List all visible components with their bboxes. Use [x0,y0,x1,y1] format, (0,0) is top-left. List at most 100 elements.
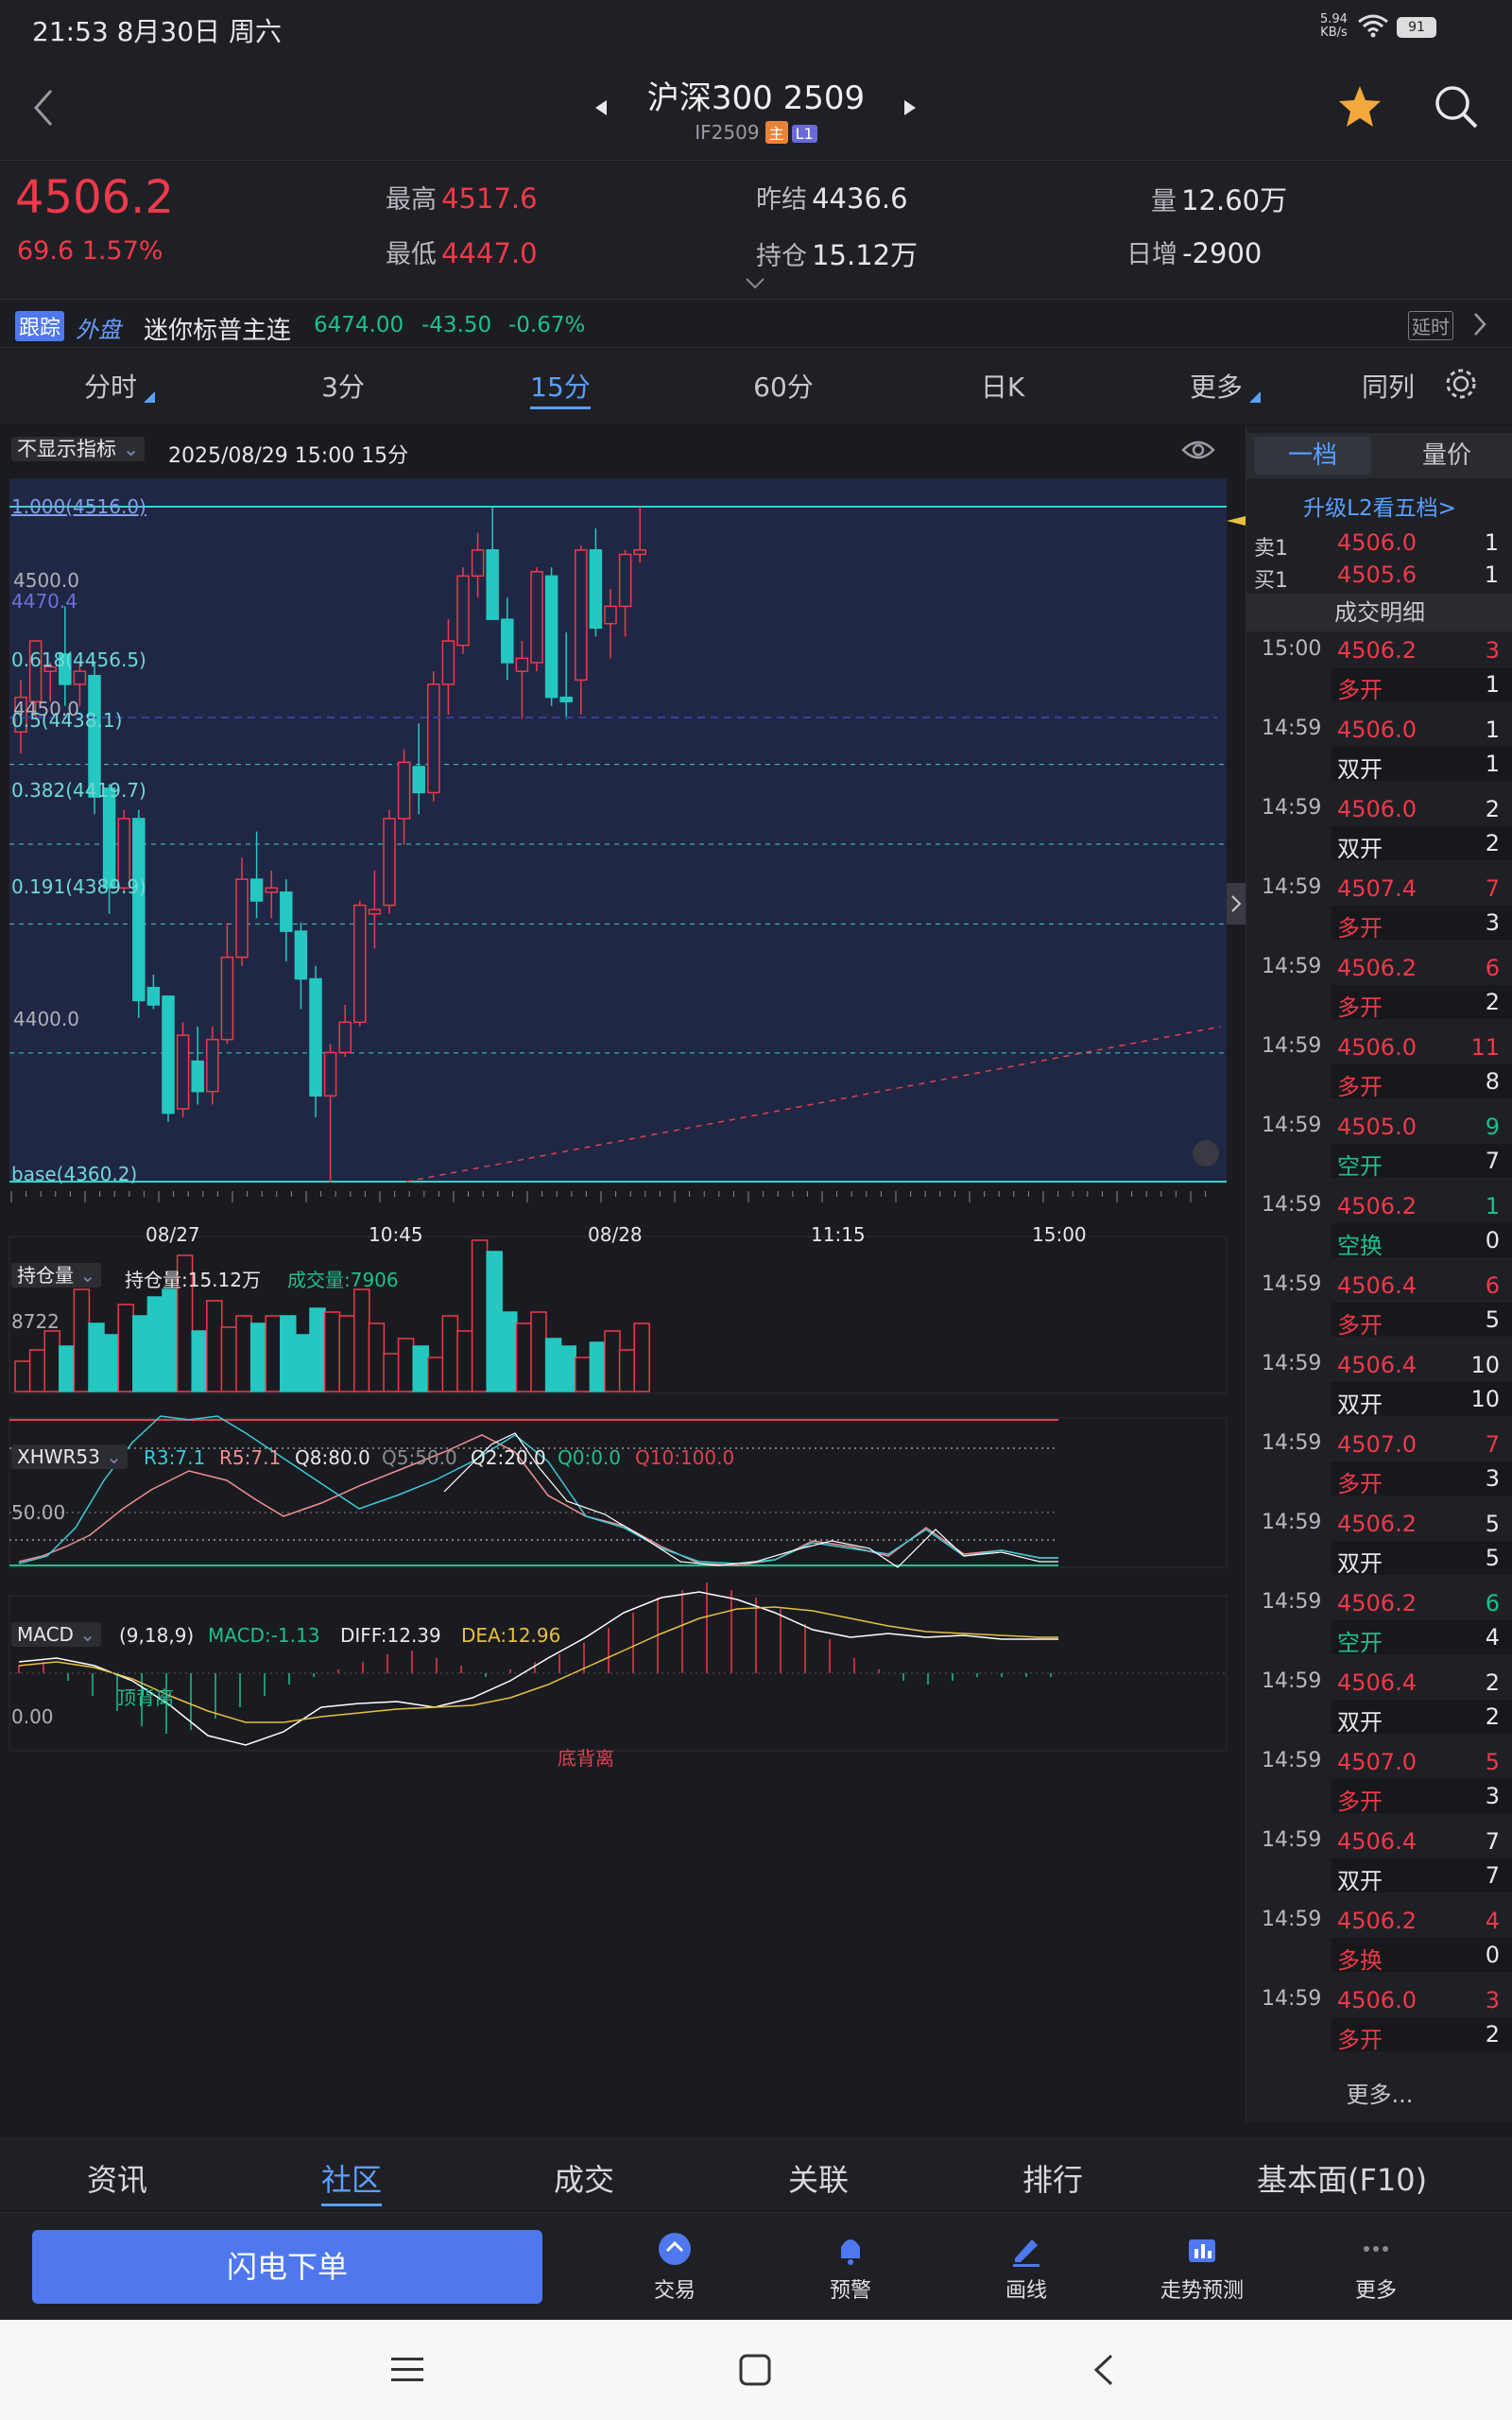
y-label-4500: 4500.0 [13,569,79,592]
more-button[interactable]: 更多 [1319,2230,1433,2304]
candle-body [368,908,382,915]
volume-bar [383,1353,400,1392]
tab-fundamentals[interactable]: 基本面(F10) [1257,2162,1428,2198]
xhwr-indicator-select[interactable]: XHWR53 ⌄ [11,1444,128,1469]
tab-3min[interactable]: 3分 [321,372,365,403]
trade-time: 14:59 [1262,1749,1322,1772]
tab-deals[interactable]: 成交 [554,2162,615,2198]
xhwr-q0: Q0:0.0 [558,1446,622,1469]
trade-price: 4506.0 [1337,1987,1417,2014]
candlestick [265,870,278,919]
xhwr-q2: Q2:20.0 [471,1446,546,1469]
candlestick [323,1044,337,1183]
draw-line-button[interactable]: 画线 [970,2230,1083,2304]
candle-body [456,575,470,647]
candle-body [353,904,367,1024]
trade-time: 14:59 [1262,1352,1322,1375]
tab-daily[interactable]: 日K [980,372,1025,403]
macd-indicator-select[interactable]: MACD ⌄ [11,1622,102,1647]
volume-bar [176,1254,194,1392]
eye-icon[interactable] [1181,439,1215,461]
candle-body [338,1021,352,1054]
next-contract-icon[interactable] [902,98,918,117]
prev-settle-label: 昨结 [756,185,807,215]
trade-volume: 6 [1485,955,1500,981]
contract-code: IF2509 主 L1 [0,121,1512,144]
trade-type-volume: 2 [1485,830,1500,856]
trade-type: 多开 [1337,1471,1383,1497]
volume-indicator-select[interactable]: 持仓量 ⌄ [11,1263,102,1288]
main-contract-badge: 主 [765,121,788,144]
tab-volume-price[interactable]: 量价 [1421,441,1471,470]
candlestick [544,567,558,706]
price-change: 69.6 1.57% [17,236,163,266]
upgrade-l2-link[interactable]: 升级L2看五档> [1303,496,1456,521]
trade-type-volume: 3 [1485,1465,1500,1492]
volume-bar [338,1315,355,1392]
indicator-select[interactable]: 不显示指标 ⌄ [11,437,146,461]
xhwr-r3: R3:7.1 [144,1446,206,1469]
forecast-button[interactable]: 走势预测 [1145,2230,1259,2304]
candlestick [353,901,367,1027]
tab-news[interactable]: 资讯 [87,2162,148,2198]
candle-body [59,653,72,685]
candlestick [191,1026,204,1105]
trade-type-volume: 0 [1485,1227,1500,1253]
flash-order-button[interactable]: 闪电下单 [32,2230,542,2304]
tab-15min[interactable]: 15分 [508,367,612,409]
candle-body [589,549,603,630]
search-icon[interactable] [1433,83,1480,130]
trade-type: 多开 [1337,1074,1383,1100]
volume-bar [43,1330,60,1392]
tab-fenshi[interactable]: 分时 [59,367,163,405]
volume-bar [191,1330,208,1392]
settings-gear-icon[interactable] [1444,367,1478,401]
alert-button[interactable]: 预警 [794,2230,907,2304]
trade-button[interactable]: 交易 [618,2230,731,2304]
xhwr-star-line [443,1432,1058,1568]
prev-contract-icon[interactable] [593,98,609,117]
tab-community[interactable]: 社区 [321,2156,383,2206]
trade-row-band [1332,1858,1512,1893]
chevron-right-icon [1474,313,1486,336]
candle-body [235,878,249,959]
expand-chevron-icon[interactable] [745,277,765,290]
tab-more[interactable]: 更多 [1164,367,1268,405]
trade-row: 14:59 4506.2 4 多换 0 [1246,1902,1512,1981]
tab-ranking[interactable]: 排行 [1022,2162,1084,2198]
candlestick [559,631,573,719]
more-trades-link[interactable]: 更多... [1346,2082,1414,2108]
trade-price: 4506.4 [1337,1828,1417,1855]
fullscreen-icon[interactable] [1193,1140,1219,1167]
tab-related[interactable]: 关联 [788,2162,850,2198]
favorite-star-icon[interactable] [1336,83,1383,130]
tab-level1[interactable]: 一档 [1254,437,1371,475]
tab-same-list[interactable]: 同列 [1361,372,1415,403]
trade-price: 4506.2 [1337,1908,1417,1934]
trade-row: 14:59 4506.4 6 多开 5 [1246,1267,1512,1346]
tab-60min[interactable]: 60分 [753,372,814,403]
candle-body [88,674,101,798]
high-label: 最高 [386,185,437,215]
volume-bar [427,1357,444,1392]
trade-row-band [1332,906,1512,940]
back-icon[interactable] [28,87,57,129]
home-icon[interactable] [739,2354,771,2386]
trade-row-band [1332,1303,1512,1337]
trade-row-band [1332,1700,1512,1734]
menu-icon[interactable] [391,2356,423,2384]
candle-body [471,549,485,578]
candlestick [102,784,116,914]
collapse-panel-handle[interactable] [1227,883,1246,925]
back-nav-icon[interactable] [1092,2354,1115,2386]
trade-type: 多换 [1337,1947,1383,1974]
trade-row-band [1332,747,1512,781]
trade-type: 空换 [1337,1233,1383,1259]
volume-bar [59,1345,76,1392]
volume-bar [220,1326,238,1392]
low-value: 4447.0 [441,237,538,269]
foreign-market-ticker[interactable]: 跟踪 外盘 迷你标普主连 6474.00 -43.50 -0.67% 延时 [0,299,1512,348]
kline-chart[interactable] [0,478,1246,2123]
trade-time: 14:59 [1262,955,1322,978]
volume-value: 12.60万 [1181,184,1288,216]
